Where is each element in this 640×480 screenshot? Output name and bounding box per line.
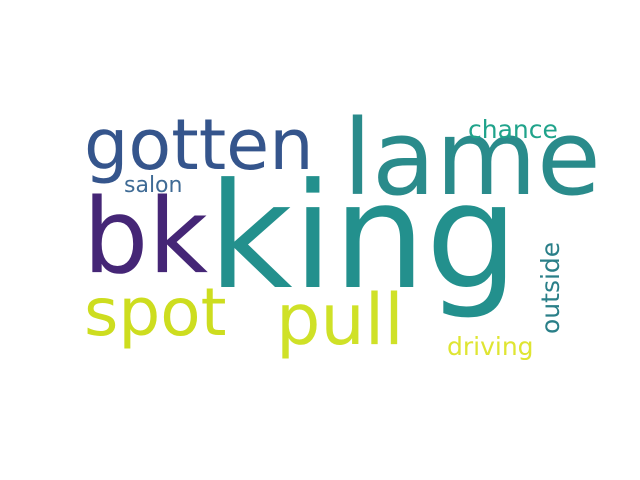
word-lame: lame [343,97,601,219]
word-bk: bk [83,177,209,297]
word-salon: salon [124,173,183,198]
word-pull: pull [276,279,404,361]
word-gotten: gotten [84,104,314,186]
word-spot: spot [84,274,227,351]
word-king: king [208,152,519,322]
word-driving: driving [447,332,534,361]
word-chance: chance [468,115,558,144]
word-outside: outside [536,241,565,334]
